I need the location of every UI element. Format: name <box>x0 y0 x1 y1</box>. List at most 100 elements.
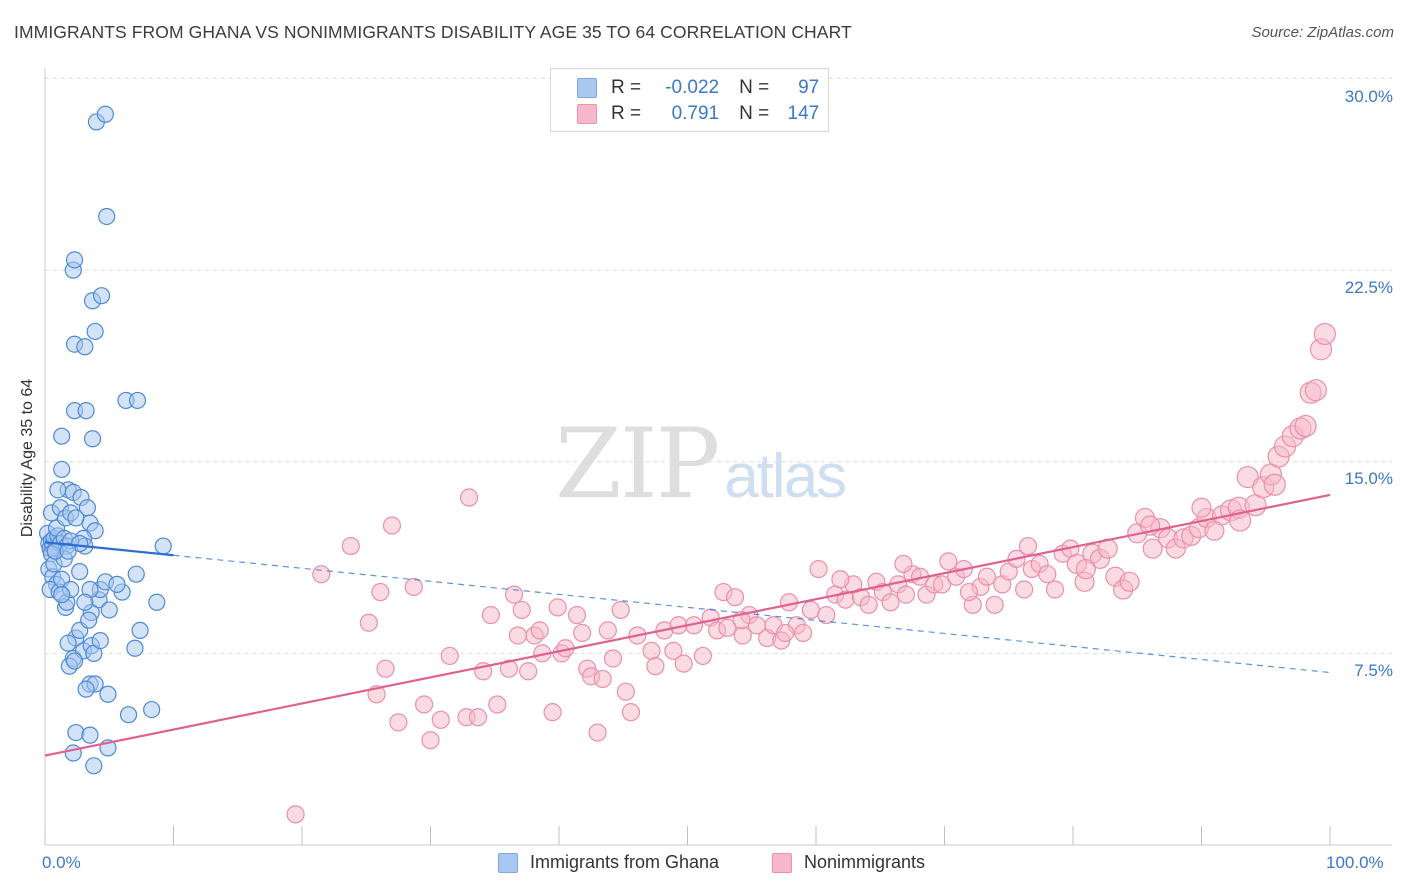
data-point-ghana <box>154 537 172 555</box>
data-point-ghana <box>108 575 126 593</box>
data-point-nonimmigrant <box>459 488 479 507</box>
data-point-nonimmigrant <box>646 657 665 676</box>
data-point-nonimmigrant <box>1142 538 1163 559</box>
r-value: -0.022 <box>665 77 720 98</box>
y-tick-label-22.5: 22.5% <box>1344 278 1393 297</box>
data-point-ghana <box>143 700 161 719</box>
data-point-nonimmigrant <box>499 659 518 678</box>
data-point-nonimmigrant <box>1236 465 1259 489</box>
data-point-nonimmigrant <box>519 662 538 681</box>
data-point-nonimmigrant <box>404 577 423 597</box>
x-tick-label-100: 100.0% <box>1326 853 1384 872</box>
data-point-ghana <box>77 402 95 420</box>
trendlines <box>44 493 1331 757</box>
data-point-nonimmigrant <box>1018 536 1038 556</box>
data-point-nonimmigrant <box>481 605 500 625</box>
legend-swatch-pink <box>577 104 597 124</box>
data-point-nonimmigrant <box>573 623 592 643</box>
data-point-nonimmigrant <box>616 682 635 701</box>
data-point-ghana <box>91 631 109 650</box>
legend-swatch-pink <box>772 852 792 873</box>
y-tick-label-7.5: 7.5% <box>1354 661 1393 680</box>
data-point-ghana <box>65 251 84 269</box>
data-point-nonimmigrant <box>488 695 507 714</box>
data-point-nonimmigrant <box>1313 322 1336 346</box>
data-point-nonimmigrant <box>376 659 395 678</box>
data-point-nonimmigrant <box>1075 558 1096 580</box>
data-point-nonimmigrant <box>664 641 683 660</box>
data-point-nonimmigrant <box>831 570 850 589</box>
r-value: 0.791 <box>671 103 720 124</box>
data-point-nonimmigrant <box>725 588 745 607</box>
data-point-ghana <box>86 322 104 341</box>
data-point-ghana <box>76 338 94 356</box>
data-point-nonimmigrant <box>312 565 331 584</box>
data-point-nonimmigrant <box>359 613 378 632</box>
data-point-nonimmigrant <box>718 618 737 637</box>
data-point-nonimmigrant <box>896 585 916 604</box>
gridlines <box>45 77 1392 654</box>
data-point-nonimmigrant <box>693 646 713 666</box>
data-point-ghana <box>71 563 89 581</box>
data-point-nonimmigrant <box>603 649 623 668</box>
data-point-ghana <box>77 680 95 698</box>
data-point-ghana <box>76 593 94 611</box>
data-point-ghana <box>127 565 145 583</box>
data-point-ghana <box>64 744 82 762</box>
data-point-ghana <box>85 757 103 775</box>
data-point-nonimmigrant <box>1263 473 1286 496</box>
data-point-nonimmigrant <box>1304 379 1327 402</box>
n-value: 147 <box>787 103 820 124</box>
data-point-nonimmigrant <box>733 626 752 645</box>
y-tick-label-15: 15.0% <box>1344 469 1393 488</box>
data-point-ghana <box>59 542 77 560</box>
data-point-nonimmigrant <box>611 600 630 620</box>
data-point-ghana <box>83 430 102 448</box>
legend-row-ghana: R = -0.022 N = 97 <box>577 76 819 100</box>
data-point-ghana <box>59 634 77 652</box>
data-point-nonimmigrant <box>859 595 878 614</box>
r-label: R = <box>611 77 642 98</box>
legend-swatch-blue <box>498 852 518 873</box>
trendline-nonimmigrants <box>44 493 1331 757</box>
data-point-ghana <box>100 601 118 619</box>
data-point-nonimmigrant <box>440 646 459 666</box>
data-point-nonimmigrant <box>508 626 527 645</box>
data-point-ghana <box>92 287 111 305</box>
data-point-ghana <box>128 391 147 410</box>
source-credit: Source: ZipAtlas.com <box>1251 24 1394 41</box>
data-point-nonimmigrant <box>512 600 531 620</box>
data-point-ghana <box>81 726 99 744</box>
legend-row-nonimmigrants: R = 0.791 N = 147 <box>577 102 819 126</box>
data-point-nonimmigrant <box>939 552 958 571</box>
data-point-nonimmigrant <box>371 582 390 602</box>
data-point-nonimmigrant <box>504 585 524 604</box>
data-point-ghana <box>53 460 71 479</box>
n-label: N = <box>739 103 770 124</box>
data-point-nonimmigrant <box>1045 580 1065 599</box>
axes <box>44 68 1392 846</box>
data-point-nonimmigrant <box>1119 571 1140 592</box>
data-point-nonimmigrant <box>1038 565 1057 584</box>
data-point-nonimmigrant <box>431 710 450 729</box>
data-point-nonimmigrant <box>794 623 813 643</box>
data-point-nonimmigrant <box>621 703 641 722</box>
legend-label: Nonimmigrants <box>804 852 926 872</box>
data-point-nonimmigrant <box>286 805 305 824</box>
data-point-nonimmigrant <box>548 598 567 617</box>
data-point-nonimmigrant <box>382 516 402 535</box>
data-point-nonimmigrant <box>414 695 434 714</box>
data-point-nonimmigrant <box>1015 580 1034 599</box>
n-value: 97 <box>798 77 820 98</box>
data-point-ghana <box>126 639 144 657</box>
data-point-nonimmigrant <box>674 654 693 673</box>
trendline-ghana-dashed <box>173 554 1331 674</box>
r-label: R = <box>611 103 642 124</box>
data-point-ghana <box>119 706 138 724</box>
data-point-nonimmigrant <box>959 582 979 602</box>
data-point-nonimmigrant <box>881 593 900 612</box>
data-point-nonimmigrant <box>1191 497 1212 518</box>
data-point-nonimmigrant <box>389 713 408 732</box>
data-point-ghana <box>99 685 117 703</box>
